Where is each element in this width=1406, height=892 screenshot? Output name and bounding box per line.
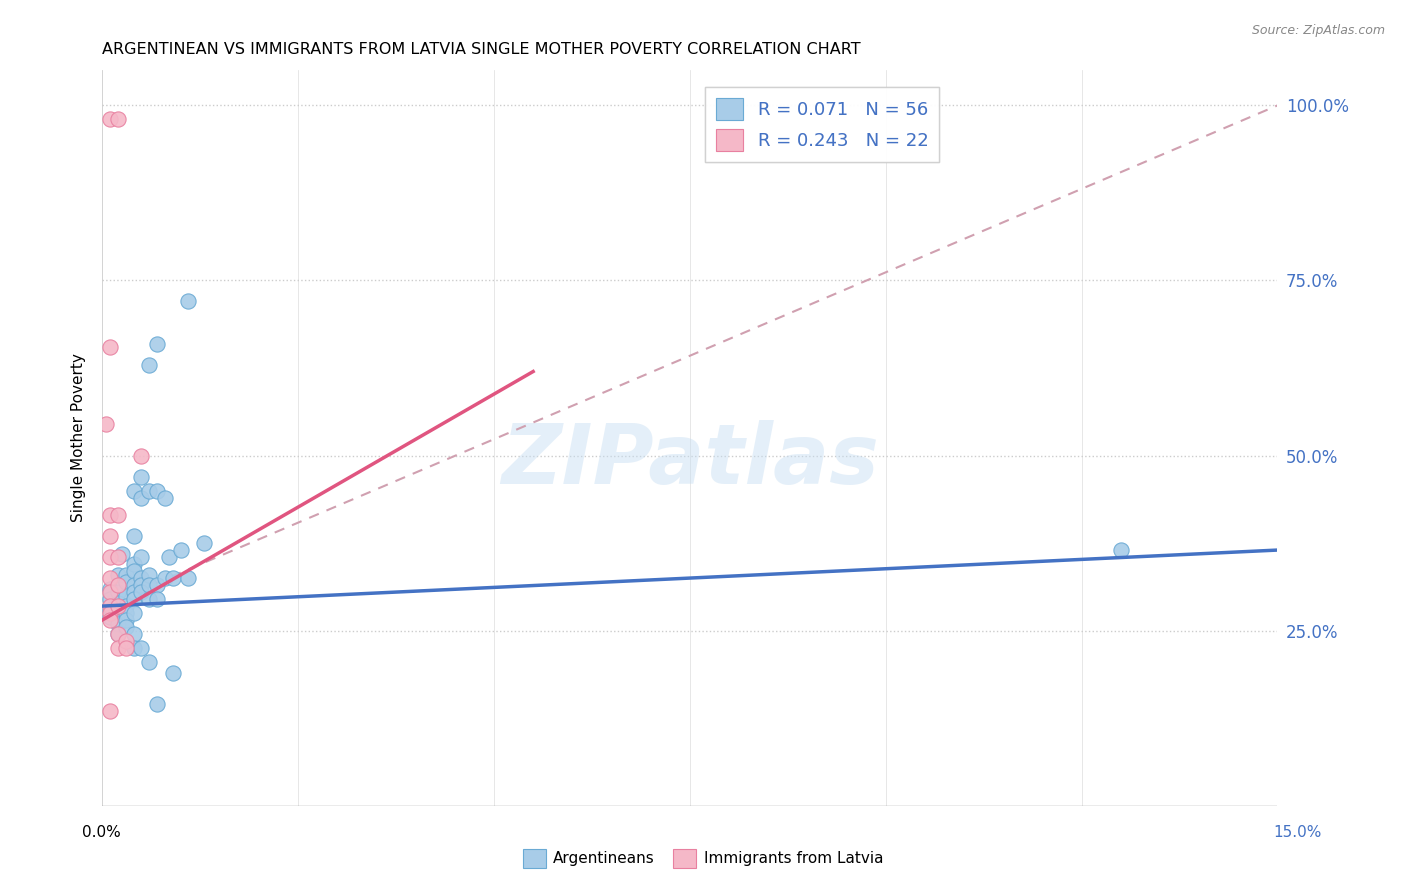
Point [114, 589, 136, 603]
Text: 0.0%: 0.0% [82, 825, 121, 839]
Point [153, 571, 176, 585]
Point [138, 592, 160, 607]
Point [107, 550, 129, 565]
Point [114, 606, 136, 620]
Text: ARGENTINEAN VS IMMIGRANTS FROM LATVIA SINGLE MOTHER POVERTY CORRELATION CHART: ARGENTINEAN VS IMMIGRANTS FROM LATVIA SI… [103, 42, 860, 57]
Point [98, 550, 121, 565]
Point [146, 336, 169, 351]
Point [177, 294, 200, 309]
Point [98, 613, 121, 627]
Point [114, 599, 136, 613]
Point [98, 704, 121, 718]
Point [146, 483, 169, 498]
Point [122, 592, 145, 607]
Point [131, 641, 153, 656]
Point [131, 449, 153, 463]
Point [131, 469, 153, 483]
Point [122, 627, 145, 641]
Point [114, 574, 136, 589]
Point [107, 508, 129, 522]
Point [138, 483, 160, 498]
Point [107, 616, 129, 631]
Point [131, 491, 153, 505]
Point [122, 529, 145, 543]
Point [98, 606, 121, 620]
Point [114, 613, 136, 627]
Point [162, 665, 184, 680]
Point [138, 655, 160, 669]
Point [162, 571, 184, 585]
Point [122, 557, 145, 571]
Point [98, 585, 121, 599]
Point [107, 627, 129, 641]
Point [157, 550, 180, 565]
Point [1109, 543, 1132, 558]
Point [94, 417, 117, 431]
Text: 15.0%: 15.0% [1274, 825, 1322, 839]
Point [98, 571, 121, 585]
Point [98, 582, 121, 596]
Text: ZIPatlas: ZIPatlas [501, 419, 879, 500]
Point [122, 585, 145, 599]
Point [169, 543, 191, 558]
Point [98, 602, 121, 616]
Point [131, 585, 153, 599]
Text: Source: ZipAtlas.com: Source: ZipAtlas.com [1251, 24, 1385, 37]
Point [138, 578, 160, 592]
Legend: Argentineans, Immigrants from Latvia: Argentineans, Immigrants from Latvia [516, 843, 890, 873]
Point [153, 491, 176, 505]
Point [146, 592, 169, 607]
Point [114, 620, 136, 634]
Point [98, 340, 121, 354]
Point [193, 536, 215, 550]
Point [98, 112, 121, 127]
Point [146, 697, 169, 711]
Point [138, 567, 160, 582]
Point [138, 358, 160, 372]
Point [122, 578, 145, 592]
Y-axis label: Single Mother Poverty: Single Mother Poverty [72, 353, 86, 523]
Point [122, 564, 145, 578]
Point [131, 571, 153, 585]
Point [98, 508, 121, 522]
Point [122, 641, 145, 656]
Point [146, 578, 169, 592]
Point [107, 596, 129, 610]
Point [98, 609, 121, 624]
Point [114, 567, 136, 582]
Point [98, 529, 121, 543]
Point [131, 578, 153, 592]
Point [122, 606, 145, 620]
Point [107, 567, 129, 582]
Point [107, 585, 129, 599]
Legend: R = 0.071   N = 56, R = 0.243   N = 22: R = 0.071 N = 56, R = 0.243 N = 22 [706, 87, 939, 161]
Point [131, 550, 153, 565]
Point [114, 641, 136, 656]
Point [107, 627, 129, 641]
Point [177, 571, 200, 585]
Point [107, 641, 129, 656]
Point [98, 599, 121, 613]
Point [111, 547, 134, 561]
Point [107, 112, 129, 127]
Point [107, 599, 129, 613]
Point [107, 606, 129, 620]
Point [107, 578, 129, 592]
Point [122, 483, 145, 498]
Point [114, 634, 136, 648]
Point [98, 592, 121, 607]
